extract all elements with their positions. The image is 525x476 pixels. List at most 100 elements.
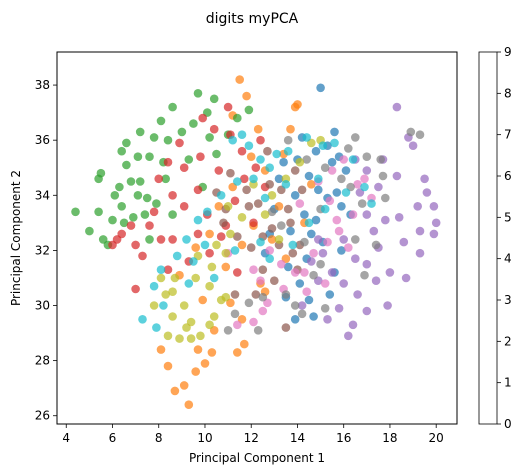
data-point-class-1 xyxy=(207,348,217,357)
data-point-class-9 xyxy=(320,204,330,214)
data-point-class-5 xyxy=(267,224,277,233)
data-point-class-0 xyxy=(337,202,346,211)
data-point-class-7 xyxy=(320,163,330,172)
data-point-class-8 xyxy=(163,331,173,341)
data-point-class-3 xyxy=(179,163,189,172)
data-point-class-0 xyxy=(274,174,284,184)
data-point-class-4 xyxy=(392,171,402,181)
data-point-class-6 xyxy=(300,268,309,277)
y-tick-label: 30 xyxy=(35,299,50,313)
y-axis: 26 28 30 32 34 36 38 xyxy=(35,78,57,423)
colorbar-tick-label: 2 xyxy=(504,334,512,348)
data-point-class-9 xyxy=(256,155,265,164)
data-point-class-6 xyxy=(265,246,275,255)
data-point-class-9 xyxy=(209,273,219,283)
y-tick-label: 34 xyxy=(35,188,50,202)
data-point-class-6 xyxy=(258,306,268,316)
data-point-class-5 xyxy=(281,323,291,332)
data-point-class-3 xyxy=(209,124,219,134)
colorbar-tick-label: 0 xyxy=(504,417,512,431)
data-point-class-6 xyxy=(339,155,349,164)
data-point-class-6 xyxy=(256,276,265,286)
data-point-class-8 xyxy=(237,213,247,222)
data-point-class-0 xyxy=(327,157,337,167)
data-point-class-1 xyxy=(191,367,200,376)
data-point-class-7 xyxy=(258,292,268,302)
data-point-class-1 xyxy=(163,361,173,371)
colorbar-tick-label: 4 xyxy=(504,252,512,266)
data-point-class-8 xyxy=(179,301,189,310)
data-point-class-0 xyxy=(309,312,318,321)
data-point-class-1 xyxy=(286,124,295,134)
data-point-class-9 xyxy=(193,215,203,225)
data-point-class-4 xyxy=(413,202,423,211)
data-point-class-7 xyxy=(297,309,307,319)
data-point-class-8 xyxy=(149,301,159,310)
data-point-class-1 xyxy=(293,100,302,109)
data-point-class-8 xyxy=(226,229,235,239)
data-point-class-1 xyxy=(198,295,207,305)
colorbar xyxy=(478,51,498,425)
data-point-class-4 xyxy=(339,235,349,244)
data-point-class-7 xyxy=(230,309,240,319)
data-point-class-9 xyxy=(244,141,254,150)
x-tick-label: 8 xyxy=(155,431,163,445)
data-point-class-3 xyxy=(237,146,247,156)
data-point-class-0 xyxy=(314,185,323,195)
data-point-class-7 xyxy=(253,326,263,335)
data-point-class-8 xyxy=(221,248,231,258)
data-point-class-2 xyxy=(94,207,103,217)
data-point-class-2 xyxy=(110,191,120,200)
data-point-class-3 xyxy=(198,113,207,123)
data-point-class-4 xyxy=(339,279,349,288)
data-point-class-6 xyxy=(277,259,286,269)
data-point-class-7 xyxy=(316,259,325,269)
data-point-class-0 xyxy=(304,295,314,305)
data-point-class-9 xyxy=(360,182,369,192)
colorbar-tick-label: 1 xyxy=(504,376,512,390)
data-point-class-4 xyxy=(314,235,323,244)
x-tick-label: 16 xyxy=(336,431,351,445)
data-point-class-2 xyxy=(135,127,145,137)
data-point-class-9 xyxy=(283,146,293,156)
data-point-class-1 xyxy=(205,229,214,239)
data-point-class-8 xyxy=(260,210,270,219)
x-tick-label: 14 xyxy=(290,431,305,445)
data-point-class-9 xyxy=(330,138,339,148)
data-point-class-1 xyxy=(191,243,200,252)
x-tick-label: 20 xyxy=(429,431,444,445)
data-point-class-4 xyxy=(420,174,429,184)
data-point-class-2 xyxy=(115,182,124,192)
data-point-class-9 xyxy=(184,279,194,288)
data-point-class-1 xyxy=(179,381,189,390)
data-point-class-4 xyxy=(431,218,441,228)
data-point-class-0 xyxy=(290,315,300,324)
data-point-class-3 xyxy=(149,207,159,217)
data-point-class-0 xyxy=(332,188,342,197)
data-point-class-2 xyxy=(189,119,198,128)
data-point-class-0 xyxy=(295,279,305,288)
data-point-class-1 xyxy=(307,180,316,189)
data-point-class-2 xyxy=(85,226,94,236)
data-point-class-4 xyxy=(362,210,372,219)
data-point-class-5 xyxy=(251,290,261,299)
data-point-class-9 xyxy=(314,174,323,184)
data-point-class-9 xyxy=(149,281,159,291)
data-point-class-3 xyxy=(131,284,140,294)
data-point-class-8 xyxy=(205,281,214,291)
data-point-class-5 xyxy=(283,204,293,214)
colorbar-tick-label: 3 xyxy=(504,293,512,307)
data-point-class-6 xyxy=(233,320,242,330)
data-point-class-6 xyxy=(332,215,342,225)
data-point-class-9 xyxy=(228,135,237,145)
data-point-class-8 xyxy=(156,273,166,283)
data-point-class-6 xyxy=(249,265,258,275)
data-point-class-2 xyxy=(119,218,129,228)
y-tick-label: 26 xyxy=(35,409,50,423)
data-point-class-8 xyxy=(209,312,219,321)
x-axis: 4 6 8 10 12 14 16 18 20 xyxy=(62,424,444,445)
data-point-class-9 xyxy=(230,246,240,255)
data-point-class-4 xyxy=(369,226,379,236)
data-point-class-4 xyxy=(362,166,372,175)
